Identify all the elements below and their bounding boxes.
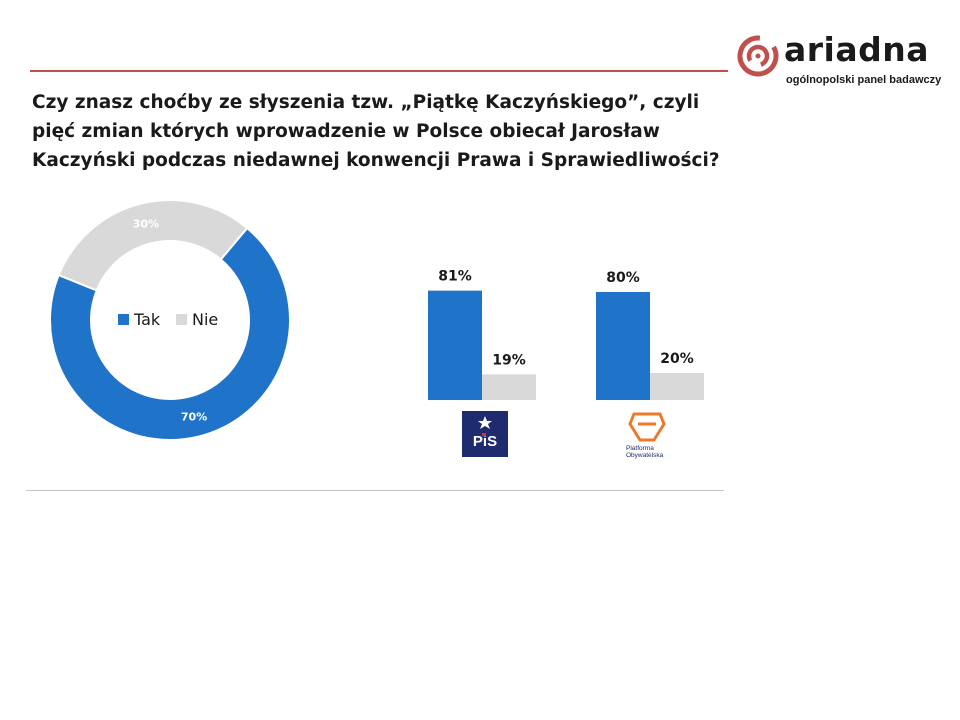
- bar-label-po-tak: 80%: [606, 270, 640, 286]
- po-logo-icon: Platforma Obywatelska: [626, 412, 666, 459]
- legend-swatch-tak: [118, 314, 129, 325]
- donut-slice-tak: [49, 226, 291, 441]
- bar-pis-nie: [482, 374, 536, 400]
- bar-chart: 81% 19% 80% 20%: [428, 269, 704, 400]
- donut-label-nie: 30%: [133, 217, 159, 230]
- bar-po-nie: [650, 373, 704, 400]
- ariadna-spiral-icon: [737, 35, 779, 77]
- bar-po-tak: [596, 292, 650, 400]
- bar-label-po-nie: 20%: [660, 351, 694, 367]
- pis-logo-icon: PiS: [462, 411, 508, 457]
- legend-swatch-nie: [176, 314, 187, 325]
- pis-logo: PiS: [462, 411, 508, 457]
- donut-slice-nie: [57, 199, 249, 292]
- pis-logo-text: PiS: [473, 433, 497, 450]
- legend-label-nie: Nie: [192, 310, 218, 329]
- header-rule: [30, 70, 728, 72]
- brand-name: ariadna: [784, 30, 930, 69]
- brand-tagline: ogólnopolski panel badawczy: [786, 74, 942, 86]
- donut-label-tak: 70%: [181, 411, 207, 424]
- po-logo: Platforma Obywatelska: [620, 410, 674, 460]
- footer-rule: [26, 490, 724, 491]
- svg-text:Obywatelska: Obywatelska: [626, 452, 664, 459]
- ariadna-logo: ariadna ogólnopolski panel badawczy: [736, 30, 950, 90]
- donut-chart: 70% 30% Tak Nie: [49, 199, 291, 441]
- bar-label-pis-tak: 81%: [438, 269, 472, 285]
- legend-label-tak: Tak: [133, 310, 161, 329]
- po-logo-text: Platforma: [626, 445, 654, 452]
- bar-pis-tak: [428, 290, 482, 400]
- survey-question: Czy znasz choćby ze słyszenia tzw. „Piąt…: [32, 92, 720, 171]
- bar-label-pis-nie: 19%: [492, 352, 526, 368]
